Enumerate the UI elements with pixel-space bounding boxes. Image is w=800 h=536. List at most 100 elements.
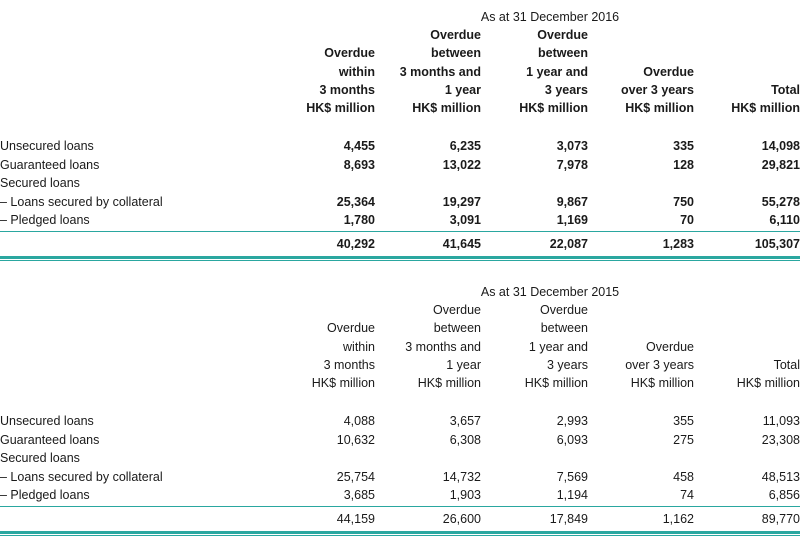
column-header: Overdue between 3 months and 1 year HK$ mill… [371, 301, 481, 392]
row-label: – Pledged loans [0, 213, 90, 228]
table-cell: 4,455 [343, 139, 375, 153]
column-header-line: 3 months and [405, 339, 481, 354]
row-label: Guaranteed loans [0, 157, 100, 172]
total-cell: 41,645 [442, 237, 481, 251]
row-label: Secured loans [0, 176, 80, 191]
row-label: Unsecured loans [0, 414, 94, 428]
column-header-line: Overdue [643, 64, 694, 79]
total-cell: 1,283 [662, 237, 694, 251]
column-header-line: over 3 years [621, 82, 694, 97]
table-cell: 750 [673, 194, 694, 209]
column-header-line: Overdue [324, 46, 375, 61]
column-header-line: HK$ million [630, 376, 694, 391]
column-header: Overdue within 3 months HK$ million [265, 44, 375, 117]
column-header: Overdue over 3 years HK$ million [584, 63, 694, 118]
column-header-line: Overdue [430, 28, 481, 42]
table-cell: 275 [673, 432, 694, 447]
column-header-line: 3 months [319, 82, 375, 97]
table-cell: 6,308 [449, 432, 481, 447]
table-cell: 25,754 [336, 469, 375, 484]
column-header: Overdue within 3 months HK$ million [265, 319, 375, 392]
table-cell: 10,632 [336, 432, 375, 447]
column-header: Overdue between 1 year and 3 years HK$ milli… [478, 26, 588, 117]
table-cell: 14,098 [761, 139, 800, 153]
table-cell: 13,022 [442, 157, 481, 172]
period-header: As at 31 December 2015 [480, 285, 620, 299]
column-header-line: over 3 years [625, 357, 694, 372]
column-header-line: 3 months [323, 357, 375, 372]
column-header-line: HK$ million [519, 101, 588, 116]
table-cell: 6,110 [769, 213, 800, 228]
total-cell: 26,600 [442, 512, 481, 526]
table-cell: 6,093 [556, 432, 588, 447]
table-cell: 19,297 [442, 194, 481, 209]
row-label: – Loans secured by collateral [0, 469, 163, 484]
column-header-line: 1 year [444, 82, 481, 97]
table-cell: 1,194 [556, 488, 588, 503]
row-label: – Pledged loans [0, 488, 90, 503]
table-cell: 3,091 [449, 213, 481, 228]
column-header-line: HK$ million [306, 101, 375, 116]
column-header: Overdue between 3 months and 1 year HK$ mill… [371, 26, 481, 117]
table-cell: 128 [673, 157, 694, 172]
table-cell: 1,903 [449, 488, 481, 503]
table-cell: 3,657 [449, 414, 481, 428]
total-cell: 1,162 [662, 512, 694, 526]
column-header-line: 1 year and [526, 64, 588, 79]
column-header-line: Total [773, 357, 800, 372]
column-header-line: Overdue [433, 303, 481, 317]
row-label: Secured loans [0, 451, 80, 466]
column-header-line: HK$ million [311, 376, 375, 391]
column-header-line: Overdue [540, 303, 588, 317]
table-cell: 6,856 [768, 488, 800, 503]
column-header-line: HK$ million [524, 376, 588, 391]
column-header-line: HK$ million [731, 101, 800, 116]
column-header-line: Overdue [327, 321, 375, 336]
table-cell: 11,093 [762, 414, 800, 428]
column-header-line: Overdue [646, 339, 694, 354]
column-header-line: 3 months and [399, 64, 481, 79]
column-header-line: HK$ million [417, 376, 481, 391]
table-cell: 8,693 [343, 157, 375, 172]
table-cell: 1,169 [556, 213, 588, 228]
column-header: Total HK$ million [690, 81, 800, 118]
total-cell: 17,849 [549, 512, 588, 526]
column-header-line: 1 year [446, 357, 481, 372]
subtotal-rule [0, 506, 800, 507]
table-cell: 70 [680, 213, 694, 228]
column-header-line: between [430, 46, 481, 61]
total-double-rule [0, 531, 800, 536]
subtotal-rule [0, 231, 800, 232]
column-header: Total HK$ million [690, 356, 800, 393]
column-header-line: within [338, 64, 375, 79]
period-header: As at 31 December 2016 [480, 10, 620, 24]
table-cell: 3,685 [343, 488, 375, 503]
table-cell: 2,993 [556, 414, 588, 428]
column-header-line: Total [771, 82, 800, 97]
column-header-line: between [537, 46, 588, 61]
table-cell: 6,235 [449, 139, 481, 153]
table-cell: 23,308 [761, 432, 800, 447]
table-cell: 55,278 [761, 194, 800, 209]
column-header-line: between [433, 321, 481, 336]
total-double-rule [0, 256, 800, 261]
row-label: Unsecured loans [0, 139, 94, 153]
table-cell: 25,364 [336, 194, 375, 209]
column-header-line: between [540, 321, 588, 336]
column-header-line: HK$ million [736, 376, 800, 391]
column-header-line: within [343, 339, 375, 354]
column-header-line: HK$ million [625, 101, 694, 116]
table-cell: 4,088 [343, 414, 375, 428]
table-cell: 14,732 [442, 469, 481, 484]
table-cell: 7,569 [556, 469, 588, 484]
column-header-line: 3 years [544, 82, 588, 97]
table-cell: 335 [673, 139, 694, 153]
table-cell: 1,780 [343, 213, 375, 228]
column-header: Overdue over 3 years HK$ million [584, 338, 694, 393]
table-cell: 355 [673, 414, 694, 428]
row-label: – Loans secured by collateral [0, 194, 163, 209]
row-label: Guaranteed loans [0, 432, 100, 447]
table-cell: 48,513 [761, 469, 800, 484]
table-cell: 458 [673, 469, 694, 484]
table-cell: 74 [680, 488, 694, 503]
